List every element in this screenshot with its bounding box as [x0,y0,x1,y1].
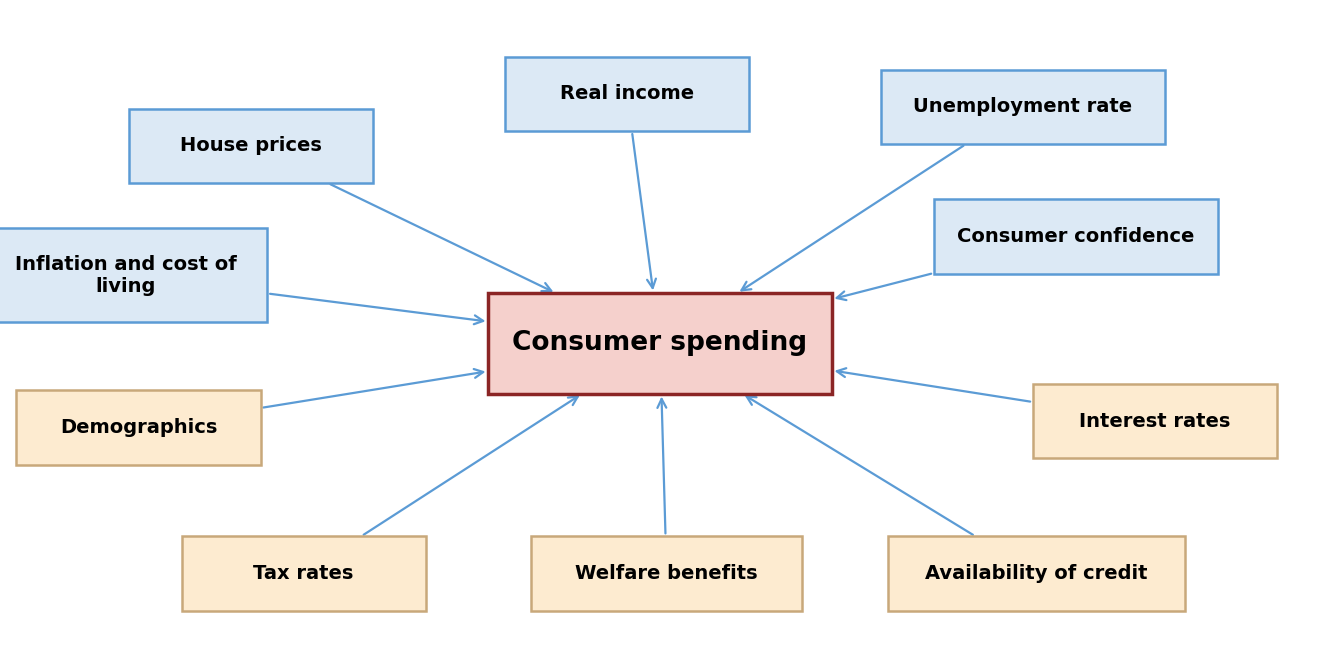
Text: Welfare benefits: Welfare benefits [576,564,758,583]
FancyBboxPatch shape [129,108,372,183]
FancyBboxPatch shape [16,390,260,465]
FancyBboxPatch shape [933,200,1217,273]
Text: Consumer confidence: Consumer confidence [957,227,1195,246]
Text: Consumer spending: Consumer spending [512,330,808,356]
Text: Demographics: Demographics [59,418,218,437]
FancyBboxPatch shape [488,294,832,394]
Text: House prices: House prices [180,136,322,156]
FancyBboxPatch shape [531,537,803,610]
Text: Inflation and cost of
living: Inflation and cost of living [15,255,236,296]
FancyBboxPatch shape [1032,384,1278,459]
FancyBboxPatch shape [504,57,748,132]
Text: Unemployment rate: Unemployment rate [913,97,1133,117]
Text: Interest rates: Interest rates [1080,411,1230,431]
FancyBboxPatch shape [182,537,425,610]
FancyBboxPatch shape [882,70,1164,145]
FancyBboxPatch shape [0,229,267,323]
Text: Real income: Real income [560,84,694,104]
FancyBboxPatch shape [887,537,1185,610]
Text: Tax rates: Tax rates [253,564,354,583]
Text: Availability of credit: Availability of credit [925,564,1147,583]
